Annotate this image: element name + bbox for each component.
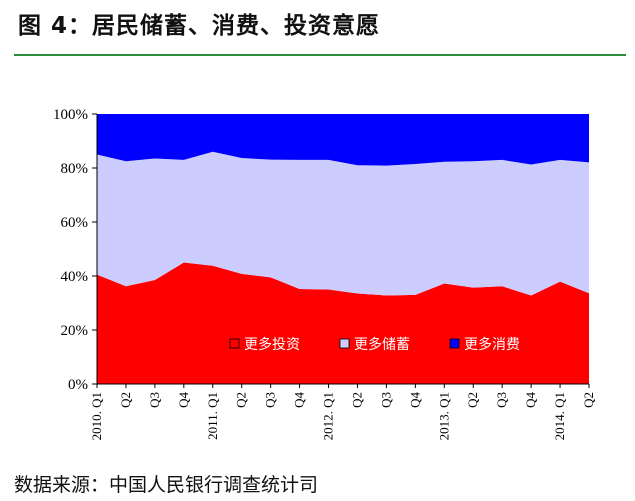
x-tick-label: Q4 bbox=[523, 392, 538, 408]
x-tick-label: Q2 bbox=[581, 392, 596, 408]
x-tick-label: Q2 bbox=[118, 392, 133, 408]
x-tick-label: Q2 bbox=[349, 392, 364, 408]
x-tick-label: Q3 bbox=[378, 392, 393, 408]
y-tick-label: 20% bbox=[61, 323, 89, 339]
y-tick-label: 60% bbox=[61, 215, 89, 231]
x-tick-label: Q4 bbox=[407, 392, 422, 408]
x-tick-label: Q4 bbox=[176, 392, 191, 408]
area-series-1 bbox=[97, 262, 589, 384]
title-divider bbox=[14, 54, 626, 56]
x-tick-label: 2013. Q1 bbox=[436, 392, 451, 440]
x-tick-label: 2011. Q1 bbox=[205, 392, 220, 440]
x-tick-label: 2012. Q1 bbox=[321, 392, 336, 440]
area-series-3 bbox=[97, 114, 589, 166]
stacked-area-chart: 0% 20% 40% 60% 80% 100% 2010. Q1 Q2 Q3 Q4 2011. Q1… bbox=[53, 107, 596, 440]
y-tick-label: 0% bbox=[68, 377, 88, 393]
y-tick-label: 80% bbox=[61, 161, 89, 177]
chart-areas bbox=[97, 114, 589, 384]
source-note: 数据来源：中国人民银行调查统计司 bbox=[14, 474, 319, 496]
y-tick-label: 40% bbox=[61, 269, 89, 285]
x-tick-label: 2014. Q1 bbox=[552, 392, 567, 440]
chart-axes: 0% 20% 40% 60% 80% 100% 2010. Q1 Q2 Q3 Q4 2011. Q1… bbox=[53, 107, 596, 440]
legend-swatch-2 bbox=[339, 338, 350, 349]
x-tick-label: Q4 bbox=[292, 392, 307, 408]
legend-swatch-3 bbox=[449, 338, 460, 349]
x-tick-label: Q3 bbox=[147, 392, 162, 408]
area-series-2 bbox=[97, 151, 589, 296]
x-tick-label: 2010. Q1 bbox=[89, 392, 104, 440]
figure-title: 图 4：居民储蓄、消费、投资意愿 bbox=[18, 13, 381, 39]
legend-label-3: 更多消费 bbox=[464, 336, 520, 353]
x-tick-label: Q2 bbox=[234, 392, 249, 408]
legend-label-1: 更多投资 bbox=[244, 336, 300, 353]
x-tick-label: Q3 bbox=[263, 392, 278, 408]
legend-swatch-1 bbox=[229, 338, 240, 349]
x-tick-label: Q2 bbox=[465, 392, 480, 408]
chart-legend: 更多投资 更多储蓄 更多消费 bbox=[229, 336, 520, 353]
y-tick-label: 100% bbox=[53, 107, 88, 123]
legend-label-2: 更多储蓄 bbox=[354, 336, 410, 353]
x-tick-label: Q3 bbox=[494, 392, 509, 408]
